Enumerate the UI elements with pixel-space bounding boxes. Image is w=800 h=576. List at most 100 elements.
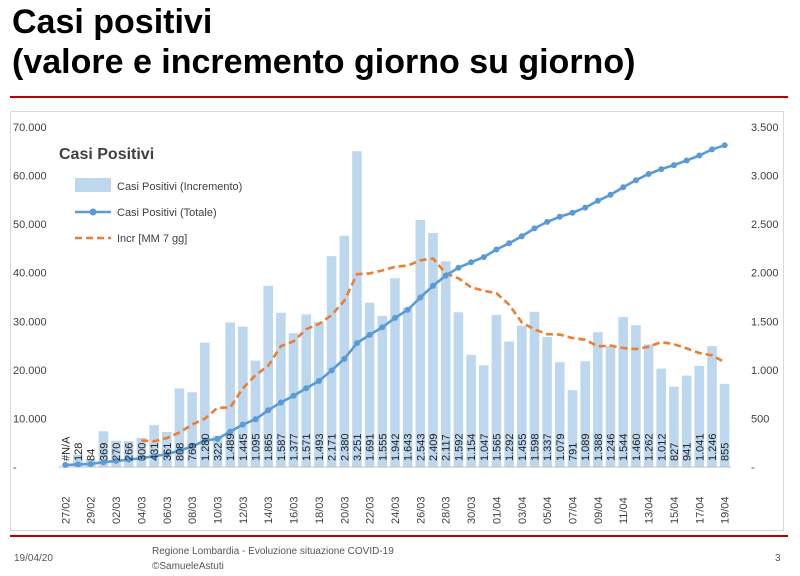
- bar-06/04: [555, 362, 565, 467]
- point-totale-10/03: [214, 435, 221, 442]
- point-totale-05/04: [544, 218, 551, 225]
- point-totale-19/04: [721, 142, 728, 149]
- point-totale-10/04: [607, 191, 614, 198]
- data-label-04/04: 1.598: [530, 433, 542, 461]
- bar-22/03: [364, 302, 375, 467]
- bar-05/03: [149, 425, 159, 467]
- legend-marker-totale: [89, 208, 97, 216]
- data-label-13/03: 1.095: [251, 433, 263, 461]
- point-totale-09/04: [594, 197, 601, 204]
- point-totale-08/04: [582, 204, 589, 211]
- point-totale-26/03: [417, 294, 424, 301]
- point-totale-17/03: [303, 385, 310, 392]
- data-label-27/02: #N/A: [60, 436, 72, 461]
- bar-06/03: [162, 431, 172, 467]
- bar-04/03: [136, 437, 147, 467]
- x-tick-label: 06/03: [162, 496, 174, 524]
- bar-16/04: [681, 375, 692, 467]
- x-tick-label: 30/03: [466, 496, 478, 524]
- legend-label-incremento: Casi Positivi (Incremento): [117, 181, 242, 193]
- legend-label-totale: Casi Positivi (Totale): [117, 207, 217, 219]
- y-left-tick-label: 30.000: [13, 316, 47, 328]
- series-line-mm7: [141, 257, 726, 443]
- x-tick-label: 15/04: [669, 496, 681, 524]
- data-label-01/03: 369: [98, 443, 110, 461]
- data-label-10/03: 322: [213, 443, 225, 461]
- point-totale-14/04: [658, 166, 665, 173]
- bar-18/03: [314, 322, 324, 467]
- data-label-18/03: 1.493: [314, 433, 326, 461]
- x-tick-label: 22/03: [365, 496, 377, 524]
- data-label-14/03: 1.865: [263, 433, 275, 461]
- point-totale-06/04: [556, 213, 563, 220]
- data-label-17/04: 1.041: [694, 433, 706, 461]
- chart-title: Casi Positivi: [59, 146, 154, 163]
- point-totale-13/03: [252, 416, 259, 423]
- point-totale-06/03: [163, 451, 170, 458]
- point-totale-28/03: [442, 272, 449, 279]
- point-totale-13/04: [645, 171, 652, 177]
- point-totale-24/03: [392, 314, 398, 321]
- point-totale-02/03: [113, 457, 120, 464]
- bar-09/03: [200, 342, 210, 467]
- bar-19/04: [719, 383, 730, 467]
- x-tick-label: 11/04: [618, 497, 630, 524]
- x-tick-label: 10/03: [213, 496, 225, 524]
- x-tick-label: 07/04: [568, 496, 580, 524]
- data-label-15/04: 827: [669, 443, 681, 461]
- data-label-27/03: 2.409: [428, 433, 440, 461]
- y-right-tick-label: 3.500: [751, 122, 779, 134]
- x-tick-label: 18/03: [314, 496, 326, 524]
- data-label-09/04: 1.388: [593, 433, 605, 461]
- bar-19/03: [326, 256, 337, 467]
- point-totale-23/03: [379, 324, 386, 331]
- x-tick-label: 28/03: [441, 496, 453, 524]
- y-left-tick-label: -: [13, 462, 17, 474]
- point-totale-29/03: [455, 264, 462, 271]
- x-tick-label: 05/04: [542, 496, 554, 524]
- point-totale-04/03: [138, 455, 145, 462]
- point-totale-07/04: [569, 209, 576, 216]
- data-label-21/03: 3.251: [352, 433, 364, 461]
- legend-label-mm7: Incr [MM 7 gg]: [117, 233, 187, 245]
- x-tick-label: 08/03: [187, 496, 199, 524]
- point-totale-01/03: [100, 459, 107, 466]
- point-totale-16/04: [683, 157, 690, 164]
- data-label-15/03: 1.587: [276, 433, 288, 461]
- point-totale-25/03: [404, 306, 411, 313]
- point-totale-18/03: [315, 378, 322, 384]
- bar-10/04: [605, 346, 616, 467]
- x-tick-label: 19/04: [720, 496, 732, 524]
- data-label-01/04: 1.565: [491, 433, 503, 461]
- x-tick-label: 09/04: [593, 496, 605, 524]
- data-label-03/03: 266: [124, 443, 136, 461]
- bar-24/03: [390, 278, 400, 467]
- data-label-31/03: 1.047: [479, 433, 491, 461]
- bar-11/03: [225, 322, 235, 467]
- x-tick-label: 03/04: [517, 496, 529, 524]
- bar-10/03: [212, 435, 223, 467]
- x-tick-label: 02/03: [111, 496, 123, 524]
- bar-04/04: [529, 311, 540, 467]
- bar-28/03: [440, 261, 451, 467]
- data-label-16/03: 1.377: [289, 433, 301, 461]
- bar-01/04: [491, 315, 502, 467]
- point-totale-14/03: [265, 407, 272, 414]
- point-totale-07/03: [176, 447, 183, 454]
- bar-13/04: [643, 344, 654, 467]
- point-totale-05/03: [151, 453, 158, 460]
- y-left-tick-label: 20.000: [13, 365, 47, 377]
- y-right-tick-label: 1.000: [751, 365, 779, 377]
- y-left-tick-label: 40.000: [13, 268, 47, 280]
- data-label-19/03: 2.171: [327, 433, 339, 461]
- point-totale-11/03: [227, 428, 234, 435]
- point-totale-16/03: [290, 392, 297, 399]
- data-label-26/03: 2.543: [415, 433, 427, 461]
- bar-25/03: [402, 307, 413, 467]
- point-totale-09/03: [201, 437, 208, 444]
- chart: - 10.000 20.000 30.000 40.000 50.000 60.000 70.…: [13, 122, 779, 524]
- y-left-tick-label: 70.000: [13, 122, 47, 134]
- y-left-tick-label: 50.000: [13, 219, 47, 231]
- x-tick-label: 04/03: [136, 496, 148, 524]
- y-right-tick-label: 1.500: [751, 316, 779, 328]
